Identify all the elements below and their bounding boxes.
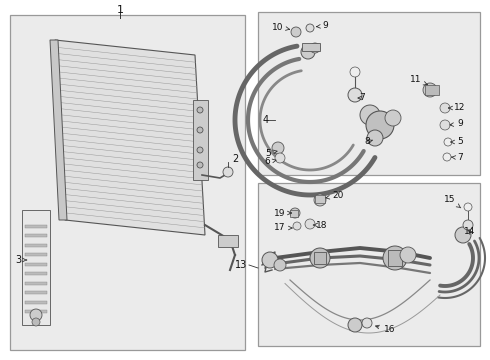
Circle shape [32,318,40,326]
Circle shape [274,259,286,271]
Text: 19: 19 [274,208,292,217]
Bar [25,272,47,275]
Bar [315,195,325,203]
Polygon shape [50,40,67,220]
Text: 5: 5 [451,138,463,147]
Text: 4: 4 [263,115,269,125]
Circle shape [291,27,301,37]
Bar [388,250,402,266]
Circle shape [197,147,203,153]
Text: 11: 11 [410,76,427,85]
Text: 16: 16 [375,325,396,334]
Bar [25,253,47,256]
Circle shape [423,83,437,97]
Bar [425,85,439,95]
Text: 9: 9 [317,22,328,31]
Circle shape [440,120,450,130]
Circle shape [197,162,203,168]
Bar [25,225,47,228]
Circle shape [444,138,452,146]
Text: 15: 15 [444,195,461,208]
Bar [258,12,480,175]
Circle shape [383,246,407,270]
Bar [25,301,47,303]
Circle shape [293,222,301,230]
Text: 6: 6 [264,158,276,166]
Circle shape [223,167,233,177]
Circle shape [272,142,284,154]
Circle shape [305,219,315,229]
Bar [25,282,47,285]
Circle shape [290,208,300,218]
Text: 9: 9 [450,120,463,129]
Circle shape [366,111,394,139]
Text: 10: 10 [272,22,290,31]
Circle shape [310,43,320,53]
Text: 12: 12 [449,104,466,112]
Circle shape [197,107,203,113]
Bar [25,310,47,313]
Text: 3: 3 [15,255,26,265]
Text: 17: 17 [274,224,292,233]
Text: 14: 14 [465,228,476,237]
Circle shape [314,194,326,206]
Circle shape [197,127,203,133]
Bar [314,252,326,264]
Bar [10,15,245,350]
Circle shape [275,153,285,163]
Circle shape [348,88,362,102]
Circle shape [348,318,362,332]
Circle shape [362,318,372,328]
Bar [193,100,208,180]
Circle shape [301,45,315,59]
Text: 5: 5 [265,148,277,158]
Bar [25,234,47,238]
Text: 1: 1 [117,5,123,15]
Bar [25,291,47,294]
Circle shape [400,247,416,263]
Circle shape [30,309,42,321]
Circle shape [367,130,383,146]
Text: 13: 13 [235,260,247,270]
Circle shape [262,252,278,268]
Text: 7: 7 [451,153,463,162]
Text: 2: 2 [232,154,238,164]
Bar [25,263,47,266]
Polygon shape [55,40,205,235]
Circle shape [455,227,471,243]
Circle shape [440,103,450,113]
Bar [258,183,480,346]
Bar [218,235,238,247]
Bar [290,210,298,217]
Circle shape [350,67,360,77]
Circle shape [464,203,472,211]
Text: 7: 7 [358,94,365,103]
Circle shape [306,24,314,32]
Bar [302,43,320,51]
Text: 18: 18 [314,220,328,230]
Circle shape [463,220,473,230]
Circle shape [385,110,401,126]
Circle shape [360,105,380,125]
Bar [22,210,50,325]
Text: 20: 20 [326,192,343,201]
Circle shape [310,248,330,268]
Bar [25,244,47,247]
Text: 8: 8 [364,138,373,147]
Circle shape [443,153,451,161]
